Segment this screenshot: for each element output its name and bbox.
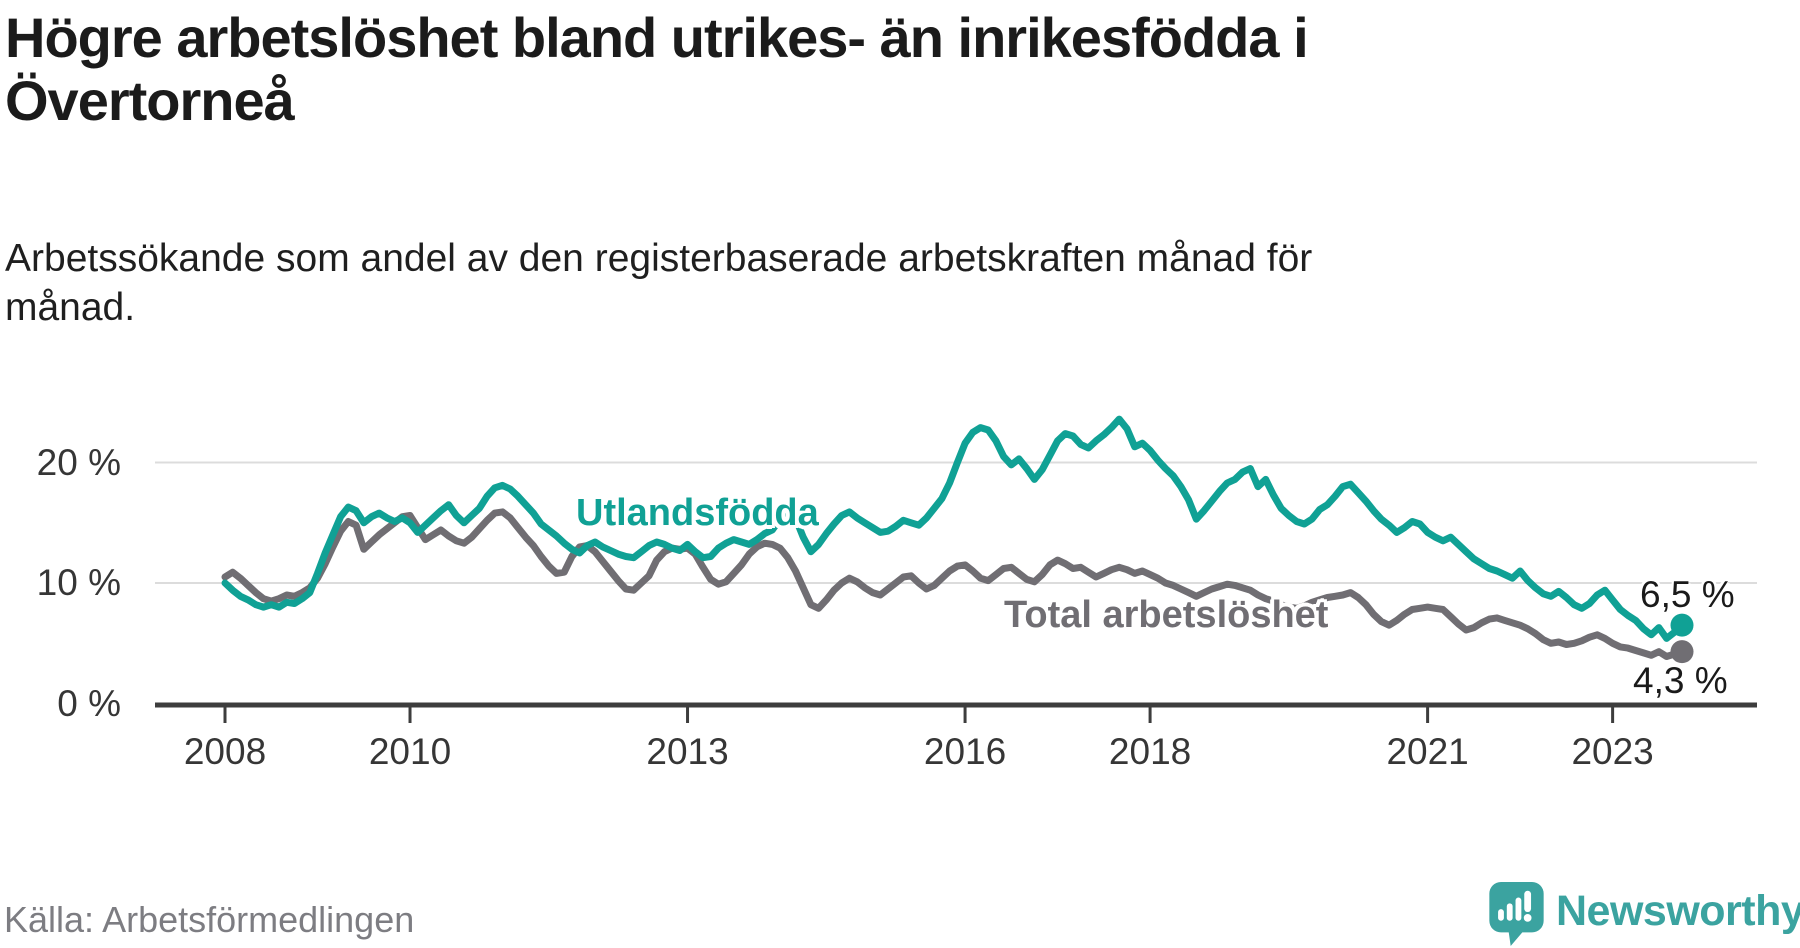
x-axis-tick-label: 2008 bbox=[183, 731, 267, 772]
subtitle-line-1: Arbetssökande som andel av den registerb… bbox=[5, 237, 1313, 280]
newsworthy-logo: Newsworthy bbox=[1489, 882, 1800, 948]
end-dot-0 bbox=[1670, 613, 1694, 637]
end-value-label-utlandsfodda: 6,5 % bbox=[1640, 574, 1735, 615]
y-axis-tick-label: 10 % bbox=[36, 562, 121, 603]
x-axis-tick-label: 2013 bbox=[646, 731, 729, 772]
end-value-label-total: 4,3 % bbox=[1633, 660, 1728, 701]
newsworthy-speech-bubble-icon bbox=[1489, 882, 1544, 946]
title-line-2: Övertorneå bbox=[5, 69, 295, 132]
y-axis-tick-label: 20 % bbox=[36, 441, 121, 483]
subtitle-line-2: månad. bbox=[5, 286, 136, 329]
y-axis-tick-label: 0 % bbox=[57, 682, 121, 724]
x-axis-tick-label: 2016 bbox=[923, 731, 1007, 772]
series-label-utlandsfodda: Utlandsfödda bbox=[576, 492, 819, 534]
x-axis-tick-label: 2010 bbox=[368, 731, 452, 772]
newsworthy-wordmark: Newsworthy bbox=[1556, 887, 1800, 935]
x-axis-tick-label: 2021 bbox=[1386, 731, 1469, 772]
series-line-1 bbox=[221, 508, 1686, 660]
chart-subtitle: Arbetssökande som andel av den registerb… bbox=[5, 234, 1505, 332]
title-line-1: Högre arbetslöshet bland utrikes- än inr… bbox=[5, 6, 1309, 69]
chart-title: Högre arbetslöshet bland utrikes- än inr… bbox=[5, 6, 1765, 132]
source-attribution: Källa: Arbetsförmedlingen bbox=[4, 899, 415, 940]
series-label-total-arbetsloshet: Total arbetslöshet bbox=[1004, 594, 1329, 636]
x-axis-tick-label: 2023 bbox=[1571, 731, 1654, 772]
x-axis-tick-label: 2018 bbox=[1108, 731, 1192, 772]
end-dot-1 bbox=[1670, 640, 1694, 664]
series-line-0 bbox=[221, 415, 1686, 642]
